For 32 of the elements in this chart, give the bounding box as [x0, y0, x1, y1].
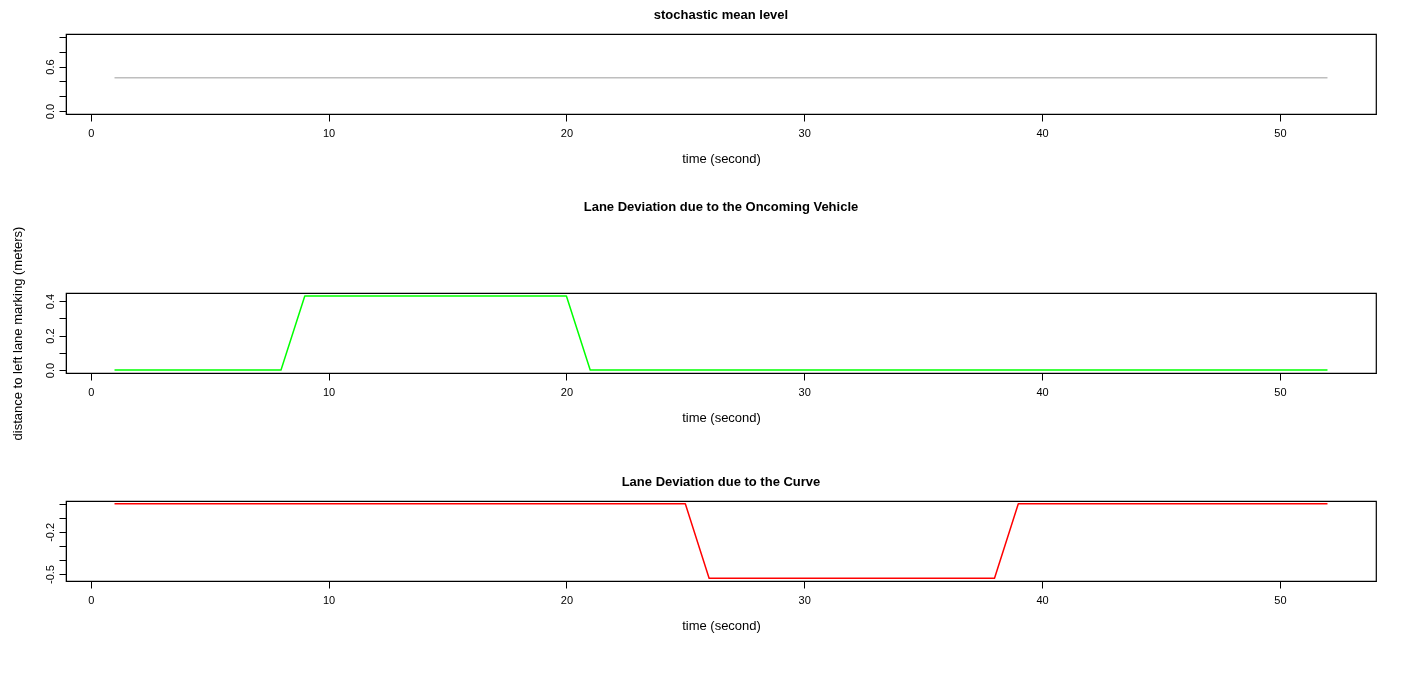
y-tick-label: 0.0 [43, 362, 56, 379]
x-tick-label: 10 [322, 593, 336, 606]
x-axis-title: time (second) [682, 150, 761, 166]
x-tick-label: 50 [1274, 593, 1287, 606]
y-axis-title: distance to left lane marking (meters) [9, 226, 25, 441]
x-tick-label: 30 [798, 593, 811, 606]
x-tick-label: 50 [1274, 126, 1287, 139]
x-tick-label: 30 [798, 385, 811, 398]
y-tick-label: -0.2 [43, 522, 56, 542]
x-tick-label: 40 [1036, 126, 1049, 139]
chart-title: Lane Deviation due to the Curve [621, 474, 821, 489]
y-tick-label: 0.6 [43, 59, 56, 75]
x-tick-label: 0 [88, 593, 95, 606]
x-tick-label: 20 [560, 385, 574, 398]
x-tick-label: 20 [560, 593, 574, 606]
x-tick-label: 0 [88, 385, 95, 398]
x-tick-label: 20 [560, 126, 574, 139]
chart-title: Lane Deviation due to the Oncoming Vehicle [583, 199, 859, 215]
x-axis-title: time (second) [682, 409, 761, 425]
x-tick-label: 0 [88, 126, 95, 139]
x-tick-label: 30 [798, 126, 811, 139]
x-tick-label: 40 [1036, 385, 1049, 398]
y-tick-label: 0.0 [43, 103, 56, 120]
x-tick-label: 10 [322, 126, 336, 139]
chart-title: stochastic mean level [653, 7, 789, 22]
x-tick-label: 40 [1036, 593, 1049, 606]
y-tick-label: -0.5 [43, 565, 56, 584]
y-tick-label: 0.2 [43, 328, 56, 344]
y-tick-label: 0.4 [43, 293, 56, 310]
x-tick-label: 10 [322, 385, 336, 398]
x-axis-title: time (second) [682, 617, 761, 633]
x-tick-label: 50 [1274, 385, 1287, 398]
